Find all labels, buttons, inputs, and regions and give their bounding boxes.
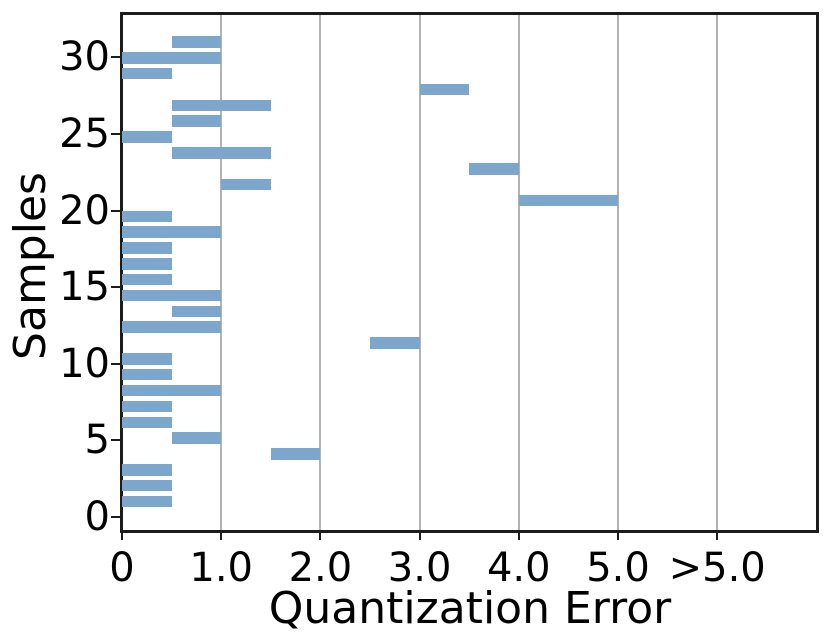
sample-bar-27 — [419, 83, 470, 96]
x-tick-3.0 — [418, 532, 421, 540]
sample-bar-21 — [221, 178, 271, 191]
sample-bar-5 — [171, 432, 222, 444]
sample-bar-10 — [122, 353, 172, 365]
y-tick-0 — [111, 516, 120, 518]
gridline-x-2 — [319, 14, 322, 530]
x-tick-1.0 — [220, 532, 223, 540]
x-tick-label-3.0: 3.0 — [387, 545, 452, 591]
x-tick-2.0 — [319, 532, 322, 540]
sample-bar-17 — [122, 242, 172, 254]
x-tick-label-4.0: 4.0 — [486, 545, 551, 591]
sample-bar-29 — [122, 52, 222, 64]
sample-bar-19 — [122, 210, 172, 223]
x-tick-label-0: 0 — [109, 545, 135, 591]
sample-bar-13 — [171, 305, 222, 318]
x-tick-label-5.0: 5.0 — [586, 545, 650, 591]
sample-bar-20 — [518, 194, 618, 207]
sample-bar-6 — [122, 416, 172, 429]
gridline-x-4 — [517, 14, 520, 530]
sample-bar-1 — [122, 495, 172, 508]
sample-bar-28 — [122, 67, 172, 80]
y-tick-label-25: 25 — [59, 111, 110, 157]
x-tick-5.0 — [617, 532, 619, 540]
y-tick-label-15: 15 — [59, 264, 110, 311]
sample-bar-7 — [122, 400, 172, 413]
gridline-x-5 — [617, 14, 619, 530]
sample-bar-3 — [122, 464, 172, 476]
sample-bar-16 — [122, 258, 172, 270]
sample-bar-14 — [122, 289, 222, 302]
x-tick->5.0 — [716, 532, 719, 540]
x-tick-label->5.0: >5.0 — [668, 545, 766, 591]
y-tick-30 — [111, 56, 120, 59]
sample-bar-9 — [122, 368, 172, 381]
sample-bar-26 — [171, 99, 271, 112]
sample-bar-18 — [122, 226, 222, 238]
sample-bar-23 — [171, 147, 271, 159]
gridline-x-3 — [418, 14, 421, 530]
sample-bar-24 — [122, 131, 172, 143]
sample-bar-30 — [171, 36, 222, 48]
sample-bar-2 — [122, 479, 172, 492]
y-tick-20 — [111, 209, 120, 212]
x-tick-label-1.0: 1.0 — [189, 545, 253, 591]
y-tick-label-10: 10 — [59, 340, 110, 387]
sample-bar-22 — [469, 163, 519, 175]
x-tick-0 — [121, 532, 123, 540]
sample-bar-25 — [171, 115, 222, 127]
gridline-x-6 — [716, 14, 719, 530]
y-tick-25 — [111, 133, 120, 135]
y-tick-label-20: 20 — [59, 187, 110, 234]
x-axis-label: Quantization Error — [268, 583, 672, 634]
sample-bar-8 — [122, 384, 222, 397]
y-tick-label-5: 5 — [84, 417, 110, 464]
x-tick-label-2.0: 2.0 — [288, 545, 353, 591]
sample-bar-12 — [122, 321, 222, 333]
y-tick-15 — [111, 286, 120, 289]
gridline-x-1 — [220, 14, 223, 530]
y-tick-label-0: 0 — [84, 494, 110, 540]
sample-bar-15 — [122, 273, 172, 286]
x-tick-4.0 — [517, 532, 520, 540]
plot-area — [119, 11, 819, 533]
y-tick-label-30: 30 — [59, 34, 110, 81]
sample-bar-4 — [270, 448, 321, 460]
sample-bar-11 — [370, 337, 420, 349]
y-tick-5 — [111, 439, 120, 442]
y-tick-10 — [111, 362, 120, 365]
